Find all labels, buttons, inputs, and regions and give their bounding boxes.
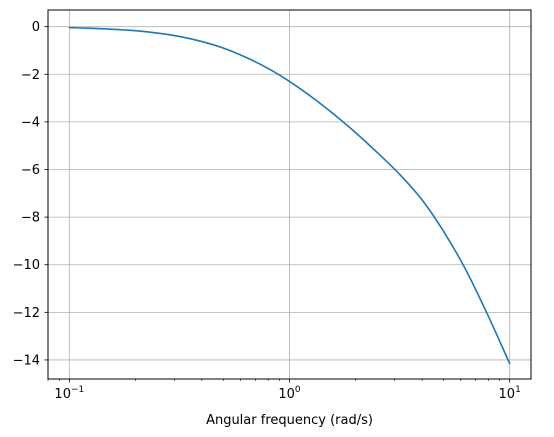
y-tick-label: −2 (21, 68, 40, 83)
x-tick-label: 101 (499, 385, 521, 402)
x-axis-label: Angular frequency (rad/s) (206, 413, 373, 428)
x-tick-label: 10−1 (54, 385, 84, 402)
grid (48, 10, 531, 379)
series-layer (68, 26, 511, 365)
y-tick-label: −14 (13, 353, 40, 368)
x-tick-label: 100 (278, 385, 301, 402)
y-tick-label: −12 (13, 306, 40, 321)
series-line (68, 26, 511, 365)
y-tick-label: 0 (32, 20, 40, 35)
y-tick-label: −4 (21, 115, 40, 130)
y-tick-label: −6 (21, 163, 40, 178)
y-tick-label: −10 (13, 258, 40, 273)
y-tick-label: −8 (21, 211, 40, 226)
ticks: 10−1 100 101 0 −2 −4 −6 −8 −10 −12 −14 (13, 20, 521, 402)
